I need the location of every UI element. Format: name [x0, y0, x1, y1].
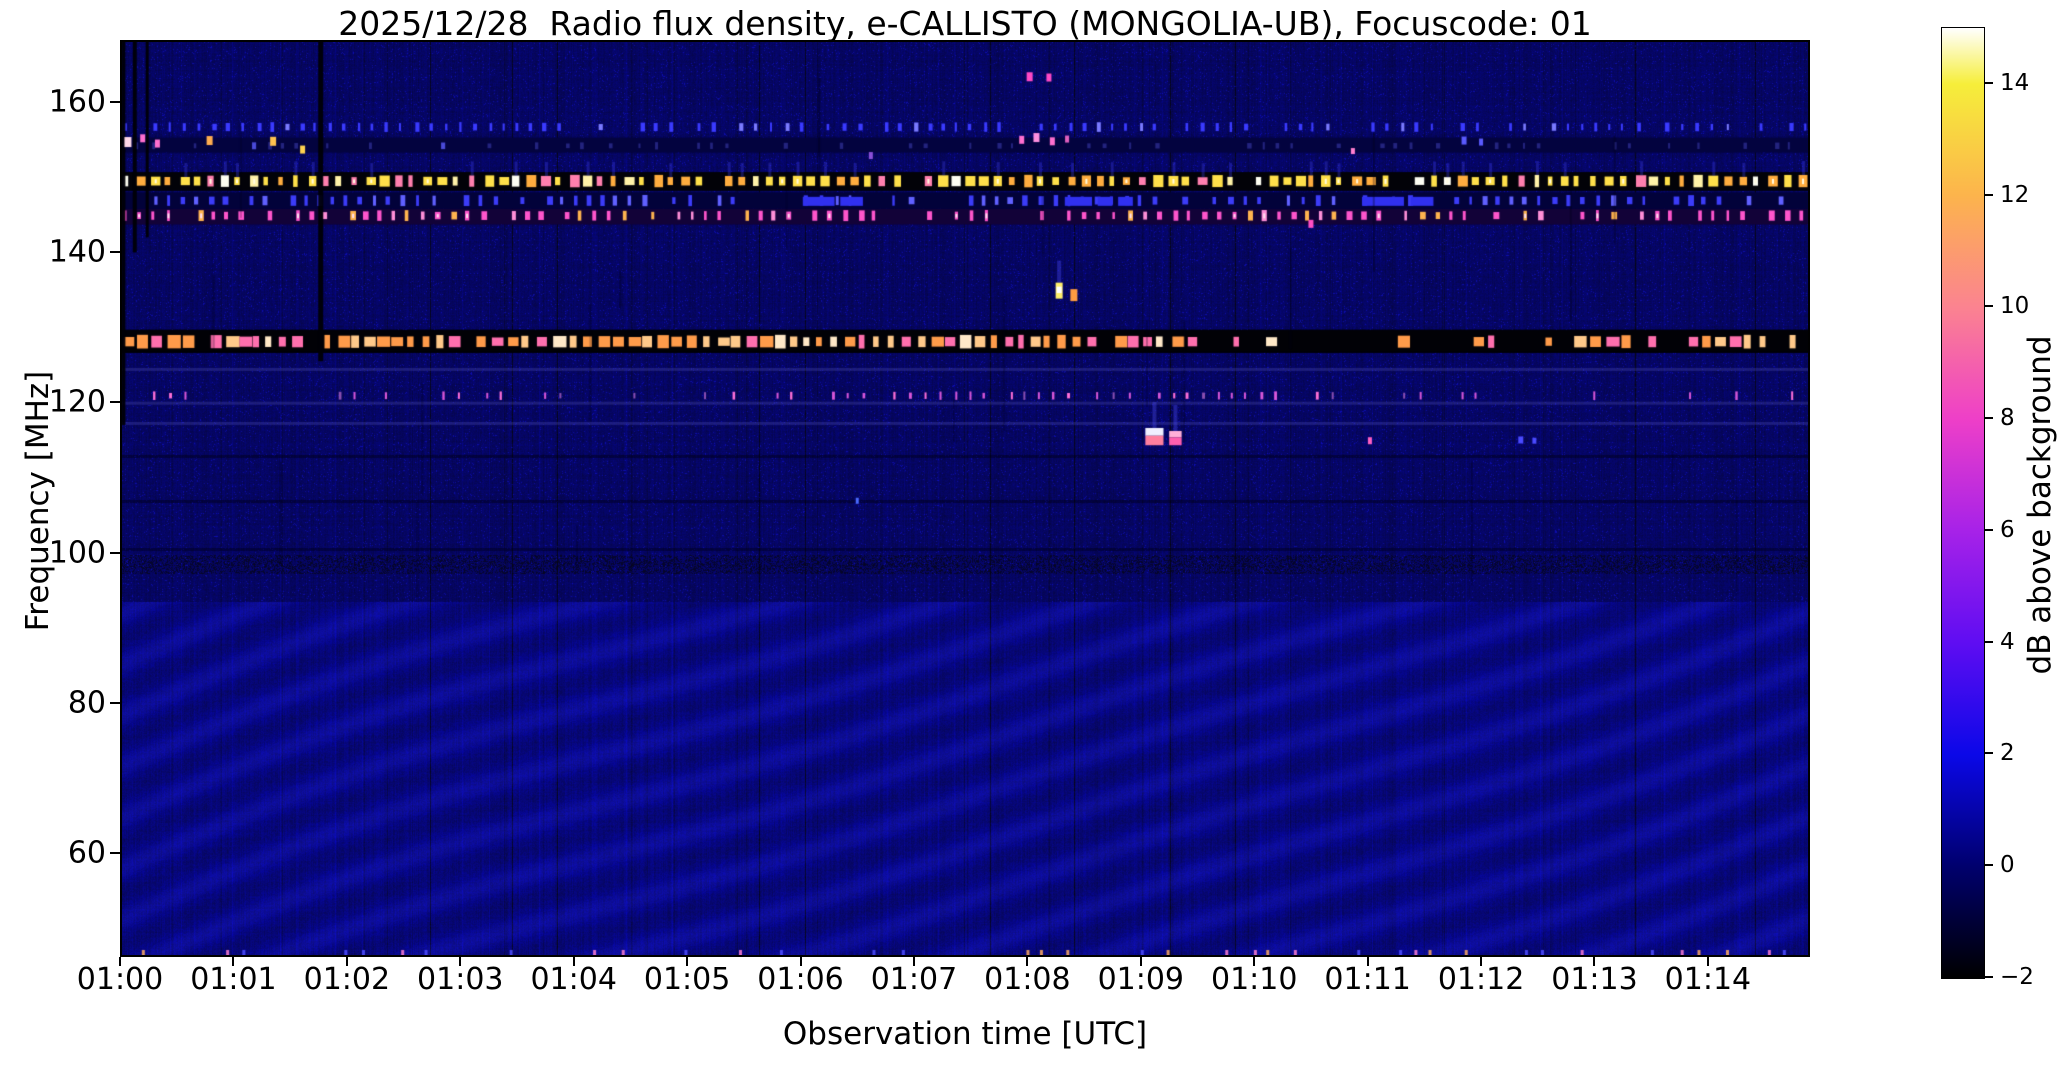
y-tick-mark	[110, 851, 120, 854]
x-tick-label: 01:06	[757, 962, 844, 997]
colorbar-tick-mark	[1984, 417, 1993, 420]
x-tick-mark	[799, 957, 802, 966]
x-tick-mark	[912, 957, 915, 966]
colorbar-tick-label: 0	[2000, 852, 2015, 879]
x-tick-label: 01:13	[1551, 962, 1638, 997]
y-tick-mark	[110, 251, 120, 254]
colorbar-tick-label: 4	[2000, 628, 2015, 655]
y-tick-label: 120	[48, 384, 106, 420]
colorbar-tick-mark	[1984, 528, 1993, 531]
x-tick-label: 01:03	[417, 962, 504, 997]
x-tick-mark	[1480, 957, 1483, 966]
x-tick-mark	[459, 957, 462, 966]
x-tick-label: 01:01	[190, 962, 277, 997]
plot-area	[120, 40, 1810, 957]
y-tick-mark	[110, 101, 120, 104]
x-tick-mark	[1253, 957, 1256, 966]
x-tick-label: 01:11	[1324, 962, 1411, 997]
x-tick-mark	[1593, 957, 1596, 966]
x-tick-label: 01:07	[870, 962, 958, 997]
x-tick-mark	[1139, 957, 1142, 966]
x-tick-mark	[1366, 957, 1369, 966]
colorbar-tick-mark	[1984, 976, 1993, 978]
x-tick-mark	[1026, 957, 1029, 966]
x-tick-label: 01:09	[1097, 962, 1185, 997]
x-tick-mark	[232, 957, 235, 966]
colorbar-tick-label: −2	[2000, 964, 2034, 990]
y-axis-title: Frequency [MHz]	[20, 370, 56, 632]
colorbar-tick-mark	[1984, 81, 1993, 84]
x-tick-mark	[1706, 957, 1709, 966]
y-tick-mark	[110, 401, 120, 404]
colorbar-tick-mark	[1984, 305, 1993, 308]
colorbar-tick-label: 6	[2000, 516, 2015, 543]
colorbar-tick-mark	[1984, 193, 1993, 196]
x-tick-label: 01:14	[1664, 962, 1752, 997]
colorbar-tick-label: 2	[2000, 740, 2015, 767]
page-title: 2025/12/28 Radio flux density, e-CALLIST…	[338, 4, 1592, 43]
y-tick-label: 100	[48, 535, 106, 571]
colorbar-title: dB above background	[2022, 335, 2058, 675]
x-axis-title: Observation time [UTC]	[782, 1016, 1148, 1052]
spectrogram-canvas	[120, 40, 1810, 957]
x-tick-label: 01:05	[643, 962, 731, 997]
x-tick-label: 01:10	[1210, 962, 1298, 997]
x-tick-mark	[345, 957, 348, 966]
colorbar-tick-label: 12	[2000, 181, 2030, 208]
y-tick-label: 80	[67, 685, 106, 721]
colorbar-tick-mark	[1984, 864, 1993, 867]
y-tick-mark	[110, 701, 120, 704]
colorbar-tick-label: 8	[2000, 405, 2015, 432]
colorbar-tick-label: 10	[2000, 293, 2030, 320]
y-tick-label: 60	[67, 835, 106, 871]
x-tick-label: 01:00	[76, 962, 164, 997]
x-tick-mark	[119, 957, 121, 966]
colorbar-tick-mark	[1984, 640, 1993, 643]
colorbar-tick-label: 14	[2000, 69, 2030, 96]
x-tick-mark	[686, 957, 689, 966]
colorbar	[1941, 27, 1985, 979]
y-tick-label: 140	[48, 234, 106, 270]
colorbar-tick-mark	[1984, 752, 1993, 755]
y-tick-mark	[110, 551, 120, 554]
y-tick-label: 160	[48, 84, 106, 120]
x-tick-label: 01:02	[303, 962, 391, 997]
x-tick-mark	[572, 957, 575, 966]
x-tick-label: 01:08	[984, 962, 1071, 997]
x-tick-label: 01:04	[530, 962, 617, 997]
x-tick-label: 01:12	[1437, 962, 1525, 997]
